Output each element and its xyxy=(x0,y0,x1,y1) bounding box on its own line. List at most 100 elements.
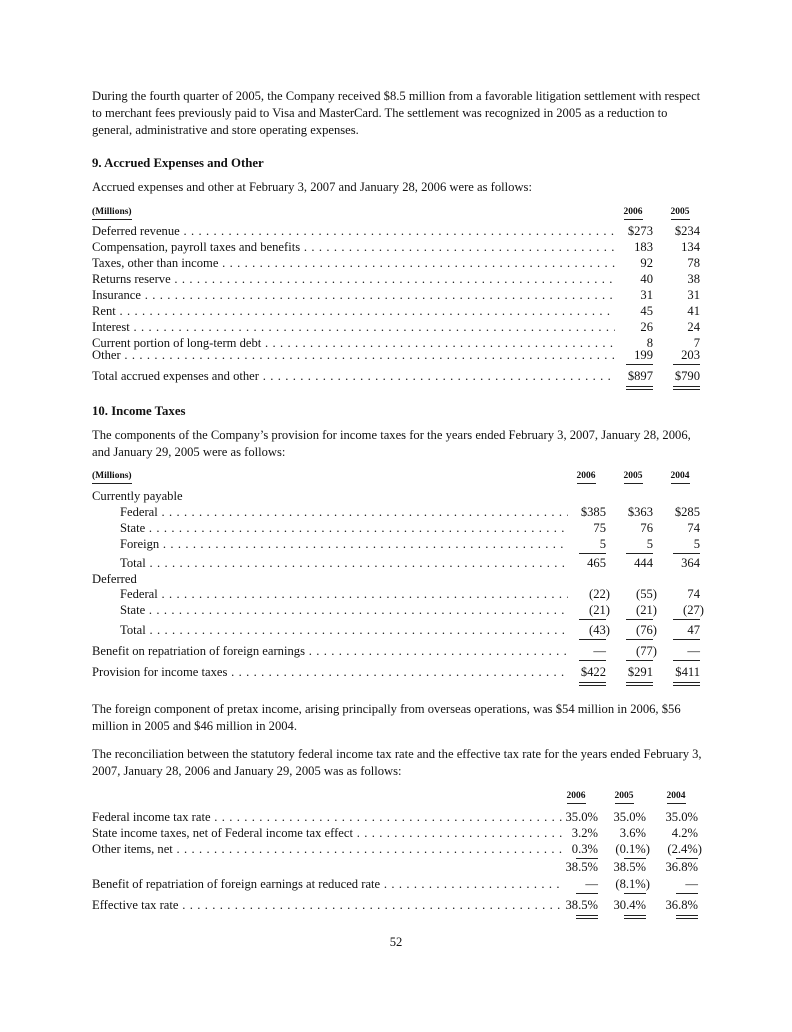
unit-header: (Millions) xyxy=(92,470,132,484)
cell-value: — xyxy=(685,877,698,891)
double-underline xyxy=(576,915,598,919)
column-header: 2006 xyxy=(554,790,598,804)
column-header: 2006 xyxy=(566,470,606,484)
cell-value: 24 xyxy=(687,320,700,334)
row-label: State income taxes, net of Federal incom… xyxy=(92,825,562,841)
double-underline xyxy=(624,915,646,919)
table-row: State 75 76 74 xyxy=(92,520,714,536)
row-label: Deferred revenue xyxy=(92,223,615,239)
row-label: Provision for income taxes xyxy=(92,664,568,680)
cell-value: 36.8% xyxy=(665,898,698,912)
row-label: Rent xyxy=(92,303,615,319)
table-row: Benefit on repatriation of foreign earni… xyxy=(92,643,714,661)
value-cell: (2.4%) xyxy=(654,841,702,857)
underline xyxy=(626,639,653,640)
cell-value: 30.4% xyxy=(613,898,646,912)
value-cell: (21) xyxy=(566,602,610,618)
row-label: State xyxy=(120,520,568,536)
underline xyxy=(576,893,598,894)
table-row: Federal (22) (55) 74 xyxy=(92,586,714,602)
value-cell: 36.8% xyxy=(654,897,698,913)
row-label: Taxes, other than income xyxy=(92,255,615,271)
value-cell: (27) xyxy=(660,602,704,618)
column-header-text: 2006 xyxy=(566,790,586,804)
cell-value: 47 xyxy=(687,623,700,637)
cell-value: $273 xyxy=(627,224,653,238)
row-label: Foreign xyxy=(120,536,568,552)
value-cell: 5 xyxy=(613,536,653,552)
cell-value: (21) xyxy=(636,603,657,617)
value-cell: 30.4% xyxy=(602,897,646,913)
cell-value: 203 xyxy=(681,348,700,362)
section-9-heading: 9. Accrued Expenses and Other xyxy=(92,156,264,170)
table-row: Benefit of repatriation of foreign earni… xyxy=(92,876,712,894)
value-cell: (76) xyxy=(613,622,657,638)
cell-value: 35.0% xyxy=(665,810,698,824)
table-row: Taxes, other than income 92 78 xyxy=(92,255,714,271)
cell-value: 31 xyxy=(640,288,653,302)
cell-value: $790 xyxy=(674,369,700,383)
column-header-text: 2005 xyxy=(623,470,643,484)
underline xyxy=(626,553,653,554)
cell-value: 75 xyxy=(593,521,606,535)
table-row: Provision for income taxes $422 $291 $411 xyxy=(92,664,714,686)
value-cell: 31 xyxy=(660,287,700,303)
table-row: State income taxes, net of Federal incom… xyxy=(92,825,712,841)
cell-value: 35.0% xyxy=(565,810,598,824)
value-cell: 364 xyxy=(660,555,700,571)
cell-value: 74 xyxy=(687,587,700,601)
value-cell: $273 xyxy=(613,223,653,239)
cell-value: (21) xyxy=(589,603,610,617)
table-row: Interest 26 24 xyxy=(92,319,714,335)
value-cell: $422 xyxy=(566,664,606,680)
cell-value: 31 xyxy=(687,288,700,302)
underline xyxy=(676,893,698,894)
row-label: Benefit on repatriation of foreign earni… xyxy=(92,643,568,659)
value-cell: 47 xyxy=(660,622,700,638)
value-cell: 76 xyxy=(613,520,653,536)
row-label: State xyxy=(120,602,568,618)
unit-header: (Millions) xyxy=(92,206,132,220)
value-cell: 134 xyxy=(660,239,700,255)
column-header: 2005 xyxy=(660,206,700,220)
value-cell: 40 xyxy=(613,271,653,287)
value-cell: $234 xyxy=(660,223,700,239)
value-cell: 45 xyxy=(613,303,653,319)
row-label: Total xyxy=(120,555,568,571)
column-header: 2005 xyxy=(613,470,653,484)
underline xyxy=(626,660,653,661)
value-cell: $285 xyxy=(660,504,700,520)
value-cell: 38.5% xyxy=(602,859,646,875)
cell-value: 134 xyxy=(681,240,700,254)
value-cell: 36.8% xyxy=(654,859,698,875)
table-row: Effective tax rate38.5% 30.4% 36.8% xyxy=(92,897,712,919)
column-header: 2004 xyxy=(660,470,700,484)
column-header-text: 2006 xyxy=(576,470,596,484)
cell-value: 364 xyxy=(681,556,700,570)
value-cell: 41 xyxy=(660,303,700,319)
underline xyxy=(673,619,700,620)
page-number: 52 xyxy=(389,935,403,949)
underline xyxy=(673,553,700,554)
row-label: Total xyxy=(120,622,568,638)
value-cell: (55) xyxy=(613,586,657,602)
cell-value: 199 xyxy=(634,348,653,362)
cell-value: $363 xyxy=(627,505,653,519)
table-row: Federal $385 $363 $285 xyxy=(92,504,714,520)
cell-value: (27) xyxy=(683,603,704,617)
row-label: Effective tax rate xyxy=(92,897,562,913)
value-cell: $411 xyxy=(660,664,700,680)
cell-value: (8.1%) xyxy=(615,877,650,891)
row-label: Insurance xyxy=(92,287,615,303)
double-underline xyxy=(676,915,698,919)
cell-value: $291 xyxy=(627,665,653,679)
cell-value: 74 xyxy=(687,521,700,535)
value-cell: 38.5% xyxy=(554,897,598,913)
underline xyxy=(579,660,606,661)
cell-value: 8 xyxy=(646,336,653,350)
value-cell: 8 xyxy=(613,335,653,351)
value-cell: 35.0% xyxy=(654,809,698,825)
table-row: Other 199 203 xyxy=(92,347,714,365)
row-label: Interest xyxy=(92,319,615,335)
value-cell: $385 xyxy=(566,504,606,520)
